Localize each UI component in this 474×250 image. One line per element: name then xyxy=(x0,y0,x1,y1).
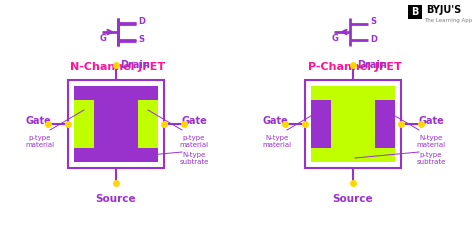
Text: Drain: Drain xyxy=(120,60,150,70)
Text: N-Channel JFET: N-Channel JFET xyxy=(71,62,165,72)
Text: Gate: Gate xyxy=(262,116,288,126)
Text: Gate: Gate xyxy=(418,116,444,126)
Text: N-type
material: N-type material xyxy=(417,135,446,148)
Text: G: G xyxy=(100,34,107,43)
Text: S: S xyxy=(370,18,376,26)
Text: G: G xyxy=(332,34,339,43)
Text: Source: Source xyxy=(333,194,374,204)
Text: p-type
material: p-type material xyxy=(26,135,55,148)
Text: p-type
subtrate: p-type subtrate xyxy=(416,152,446,165)
Text: S: S xyxy=(138,34,144,43)
Bar xyxy=(74,86,158,162)
Text: BYJU'S: BYJU'S xyxy=(426,5,461,15)
Bar xyxy=(311,100,331,148)
Text: p-type
material: p-type material xyxy=(180,135,209,148)
Bar xyxy=(408,5,422,19)
Text: Gate: Gate xyxy=(181,116,207,126)
Text: N-type
material: N-type material xyxy=(263,135,292,148)
Text: D: D xyxy=(370,34,377,43)
Text: Gate: Gate xyxy=(25,116,51,126)
Bar xyxy=(311,86,395,162)
Text: P-Channel JFET: P-Channel JFET xyxy=(308,62,402,72)
Text: Source: Source xyxy=(96,194,137,204)
Text: D: D xyxy=(138,18,145,26)
Text: Drain: Drain xyxy=(357,60,387,70)
Bar xyxy=(138,100,158,148)
Text: The Learning App: The Learning App xyxy=(424,18,472,23)
Bar xyxy=(74,100,94,148)
Bar xyxy=(375,100,395,148)
Text: B: B xyxy=(411,7,419,17)
Text: N-type
subtrate: N-type subtrate xyxy=(179,152,209,165)
Bar xyxy=(305,80,401,168)
Bar xyxy=(68,80,164,168)
